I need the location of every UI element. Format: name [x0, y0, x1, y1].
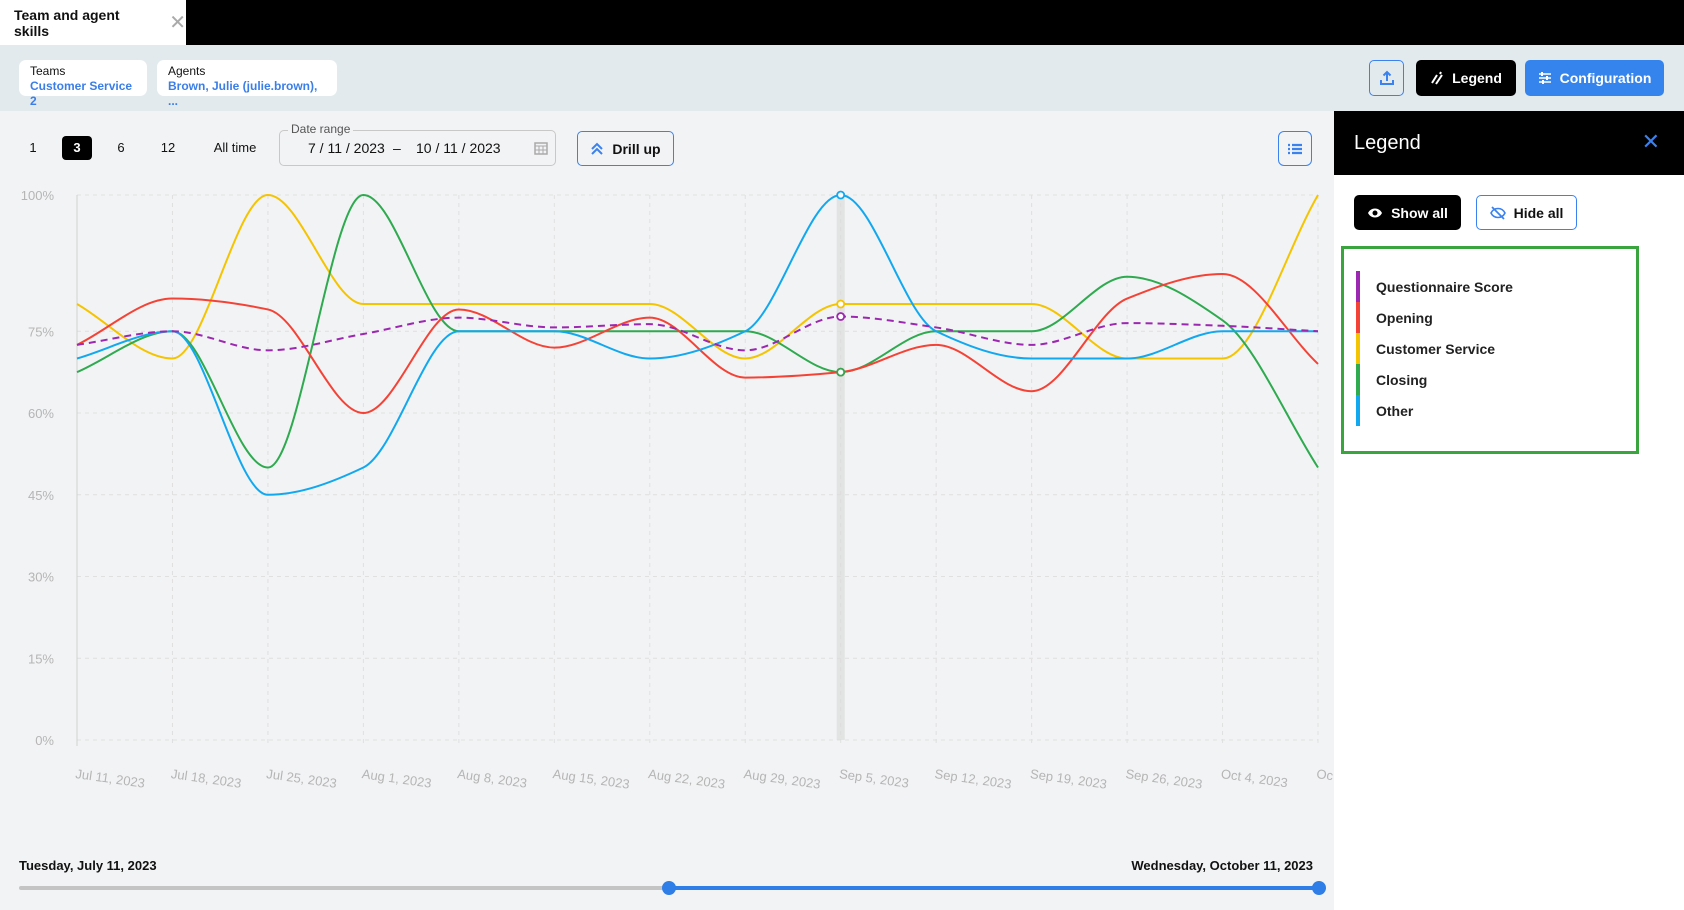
legend-button-label: Legend	[1452, 70, 1502, 86]
legend-item-questionnaire-score[interactable]: Questionnaire Score	[1356, 271, 1513, 302]
eye-icon	[1368, 208, 1383, 217]
range-1-month[interactable]: 1	[29, 140, 37, 155]
legend-item-label: Closing	[1376, 371, 1428, 388]
legend-panel: Legend ✕ Show all Hide all Questionnaire…	[1334, 111, 1684, 910]
x-tick-label: Aug 29, 2023	[743, 766, 822, 792]
legend-icon	[1431, 71, 1443, 85]
legend-color-swatch	[1356, 271, 1360, 302]
data-point-marker	[836, 190, 846, 200]
slider-end-handle[interactable]	[1312, 881, 1326, 895]
teams-label: Teams	[30, 64, 66, 78]
legend-item-other[interactable]: Other	[1356, 395, 1413, 426]
y-tick-label: 100%	[21, 188, 55, 203]
configuration-button[interactable]: Configuration	[1525, 60, 1664, 96]
legend-color-swatch	[1356, 395, 1360, 426]
y-tick-label: 75%	[28, 324, 54, 339]
data-point-marker	[836, 312, 846, 321]
legend-item-opening[interactable]: Opening	[1356, 302, 1433, 333]
range-3-months[interactable]: 3	[62, 136, 92, 160]
x-tick-label: Sep 12, 2023	[934, 766, 1013, 792]
slider-start-label: Tuesday, July 11, 2023	[19, 858, 157, 873]
close-icon[interactable]: ✕	[169, 12, 186, 34]
slider-start-handle[interactable]	[662, 881, 676, 895]
series-line-closing	[76, 193, 1319, 469]
range-12-months[interactable]: 12	[160, 140, 176, 155]
x-tick-label: Oc	[1316, 766, 1334, 783]
calendar-icon[interactable]	[534, 141, 548, 155]
legend-color-swatch	[1356, 333, 1360, 364]
x-tick-label: Oct 4, 2023	[1220, 766, 1289, 790]
drill-up-label: Drill up	[612, 140, 661, 157]
legend-list: Questionnaire Score Opening Customer Ser…	[1341, 246, 1639, 454]
sliders-icon	[1538, 72, 1551, 84]
legend-color-swatch	[1356, 302, 1360, 333]
x-tick-label: Sep 19, 2023	[1029, 766, 1108, 792]
x-tick-label: Jul 18, 2023	[170, 766, 242, 791]
slider-end-label: Wednesday, October 11, 2023	[1131, 858, 1313, 873]
agents-filter[interactable]: Agents Brown, Julie (julie.brown), ...	[157, 60, 337, 108]
series-line-other	[76, 193, 1318, 496]
x-tick-label: Aug 1, 2023	[361, 766, 433, 791]
list-icon	[1288, 143, 1302, 154]
teams-value: Customer Service 2	[30, 79, 133, 108]
agents-value: Brown, Julie (julie.brown), ...	[168, 79, 318, 108]
tab-title: Team and agent skills	[14, 6, 120, 39]
line-chart: 0% 15% 30% 45% 60% 75% 100% Jul 11, 2023 Jul 18,…	[21, 188, 1334, 792]
series-line-opening	[76, 273, 1319, 415]
data-point-marker	[836, 367, 846, 377]
y-tick-label: 30%	[28, 570, 54, 585]
list-view-button[interactable]	[1278, 131, 1312, 166]
x-tick-label: Jul 11, 2023	[75, 766, 146, 791]
drill-up-button[interactable]: Drill up	[577, 131, 674, 166]
tab-bar	[0, 0, 1684, 45]
show-all-button[interactable]: Show all	[1354, 195, 1461, 230]
legend-item-customer-service[interactable]: Customer Service	[1356, 333, 1495, 364]
eye-off-icon	[1489, 205, 1506, 220]
x-tick-label: Jul 25, 2023	[266, 766, 338, 791]
legend-item-label: Customer Service	[1376, 340, 1496, 357]
y-tick-label: 15%	[28, 651, 54, 666]
x-tick-label: Aug 8, 2023	[456, 766, 528, 791]
x-tick-label: Aug 22, 2023	[647, 766, 726, 792]
filter-bar: Teams Customer Service 2 Agents Brown, J…	[0, 45, 1684, 111]
export-button[interactable]	[1369, 60, 1404, 96]
close-icon[interactable]: ✕	[1641, 129, 1660, 154]
legend-panel-title: Legend	[1354, 132, 1421, 154]
upload-icon	[1379, 70, 1394, 85]
x-tick-label: Sep 5, 2023	[838, 766, 910, 791]
range-all-time[interactable]: All time	[213, 140, 257, 155]
tab-team-and-agent-skills[interactable]: Team and agent skills ✕	[0, 0, 186, 45]
agents-label: Agents	[168, 64, 206, 78]
start-date[interactable]: 7 / 11 / 2023	[308, 140, 385, 156]
end-date[interactable]: 10 / 11 / 2023	[416, 140, 501, 156]
data-point-marker	[836, 299, 846, 309]
legend-button[interactable]: Legend	[1416, 60, 1516, 96]
legend-item-label: Questionnaire Score	[1376, 278, 1513, 295]
hover-band	[836, 195, 845, 740]
legend-item-label: Other	[1376, 402, 1414, 419]
x-tick-label: Sep 26, 2023	[1125, 766, 1204, 792]
series-line-questionnaire-score	[76, 315, 1319, 352]
legend-item-closing[interactable]: Closing	[1356, 364, 1427, 395]
hide-all-label: Hide all	[1513, 204, 1564, 221]
legend-item-label: Opening	[1376, 309, 1433, 326]
y-tick-label: 60%	[28, 406, 54, 421]
configuration-button-label: Configuration	[1559, 70, 1652, 86]
teams-filter[interactable]: Teams Customer Service 2	[19, 60, 147, 108]
double-chevron-up-icon	[591, 142, 604, 155]
date-slider-range	[669, 886, 1319, 890]
legend-panel-header: Legend ✕	[1334, 111, 1684, 175]
y-tick-label: 0%	[35, 733, 54, 748]
date-separator: –	[393, 140, 401, 156]
y-tick-label: 45%	[28, 488, 54, 503]
range-6-months[interactable]: 6	[117, 140, 125, 155]
hide-all-button[interactable]: Hide all	[1476, 195, 1577, 230]
date-range-picker[interactable]: Date range 7 / 11 / 2023 – 10 / 11 / 202…	[279, 122, 556, 166]
show-all-label: Show all	[1391, 204, 1448, 221]
legend-color-swatch	[1356, 364, 1360, 395]
date-range-label: Date range	[288, 122, 354, 136]
x-tick-label: Aug 15, 2023	[552, 766, 631, 792]
